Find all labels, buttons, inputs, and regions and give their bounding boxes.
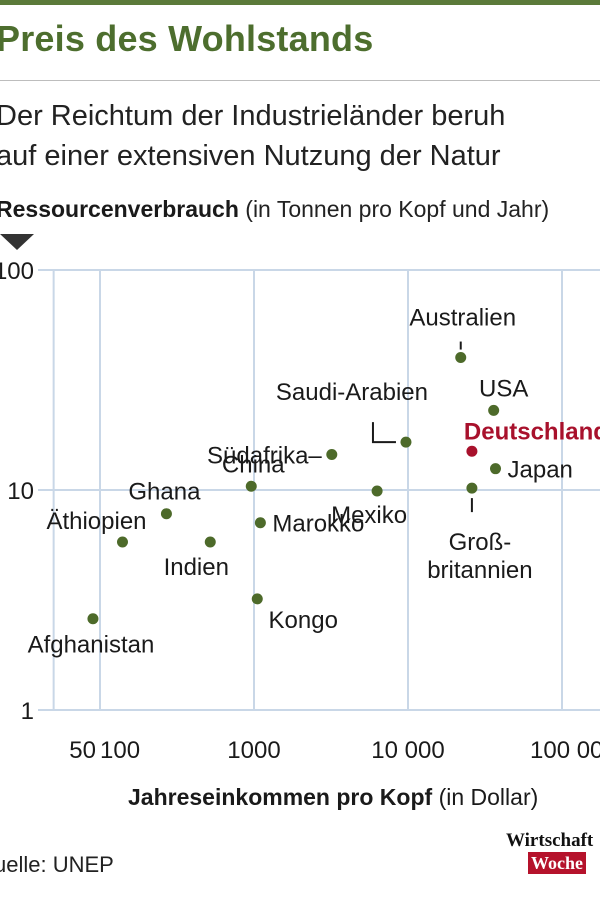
point-label: Indien [164, 554, 229, 581]
point-label-line: britannien [427, 557, 532, 584]
source-note: uelle: UNEP [0, 852, 114, 877]
point-label-line: Groß- [449, 529, 512, 556]
logo-line-2: Woche [528, 852, 586, 874]
x-tick-label: 10 000 [371, 737, 444, 764]
y-axis-arrow-icon [0, 234, 34, 250]
x-tick-label: 50 [69, 737, 96, 764]
data-point [455, 352, 467, 364]
subtitle-line-2: auf einer extensiven Nutzung der Natur [0, 140, 501, 172]
point-label: Ghana [128, 479, 201, 506]
x-tick-label: 1000 [227, 737, 280, 764]
point-label: Mexiko [331, 502, 407, 529]
y-axis-title-bold: Ressourcenverbrauch [0, 196, 239, 222]
y-axis-title: Ressourcenverbrauch (in Tonnen pro Kopf … [0, 196, 549, 223]
point-label: Äthiopien [46, 508, 146, 535]
point-label: Japan [508, 457, 573, 484]
data-point [466, 445, 478, 457]
data-point [251, 593, 263, 605]
point-label: Kongo [269, 607, 338, 634]
x-tick-label: 100 000 [530, 737, 600, 764]
point-label: Südafrika– [207, 442, 322, 469]
data-point [254, 517, 266, 529]
y-axis-title-unit: (in Tonnen pro Kopf und Jahr) [245, 196, 550, 222]
top-accent-bar [0, 0, 600, 5]
point-label: Groß-britannien [427, 529, 532, 584]
point-label: China [222, 451, 285, 478]
x-axis-title-bold: Jahreseinkommen pro Kopf [128, 784, 433, 810]
data-point [117, 536, 129, 548]
data-point [466, 482, 478, 494]
leader-line [371, 422, 396, 444]
subtitle-line-1: Der Reichtum der Industrieländer beruh [0, 100, 506, 132]
data-point [87, 613, 99, 625]
point-label: Deutschland [464, 418, 600, 445]
point-label: Australien [409, 305, 516, 332]
y-tick-label: 10 [7, 478, 34, 505]
data-point [400, 436, 412, 448]
point-label: Marokko [272, 511, 364, 538]
chart-title: Preis des Wohlstands [0, 18, 374, 59]
x-axis-title: Jahreseinkommen pro Kopf (in Dollar) [128, 784, 538, 810]
data-point [326, 448, 338, 460]
data-point [371, 485, 383, 497]
point-label: USA [479, 375, 528, 402]
x-tick-label: 100 [100, 737, 140, 764]
y-tick-label: 100 [0, 258, 34, 285]
data-point [488, 404, 500, 416]
data-point [160, 508, 172, 520]
data-point [490, 463, 502, 475]
point-label: Saudi-Arabien [276, 379, 428, 406]
data-point [204, 536, 216, 548]
data-point [245, 480, 257, 492]
title-divider [0, 80, 600, 81]
chart-subtitle: Der Reichtum der Industrieländer beruh a… [0, 96, 600, 176]
publisher-logo: Wirtschaft Woche [506, 830, 600, 874]
y-tick-label: 1 [21, 698, 34, 725]
point-label: Afghanistan [28, 632, 155, 659]
logo-line-1: Wirtschaft [506, 830, 594, 851]
x-axis-title-unit: (in Dollar) [432, 784, 538, 810]
